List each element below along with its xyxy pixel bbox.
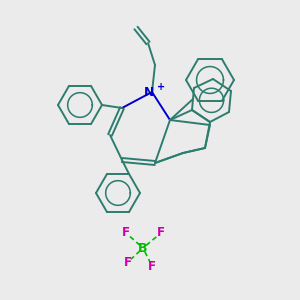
Text: F: F [157, 226, 165, 239]
Text: F: F [122, 226, 130, 239]
Text: F: F [124, 256, 132, 268]
Text: N: N [144, 85, 154, 98]
Text: F: F [148, 260, 156, 272]
Text: +: + [157, 82, 165, 92]
Text: B: B [138, 242, 148, 254]
